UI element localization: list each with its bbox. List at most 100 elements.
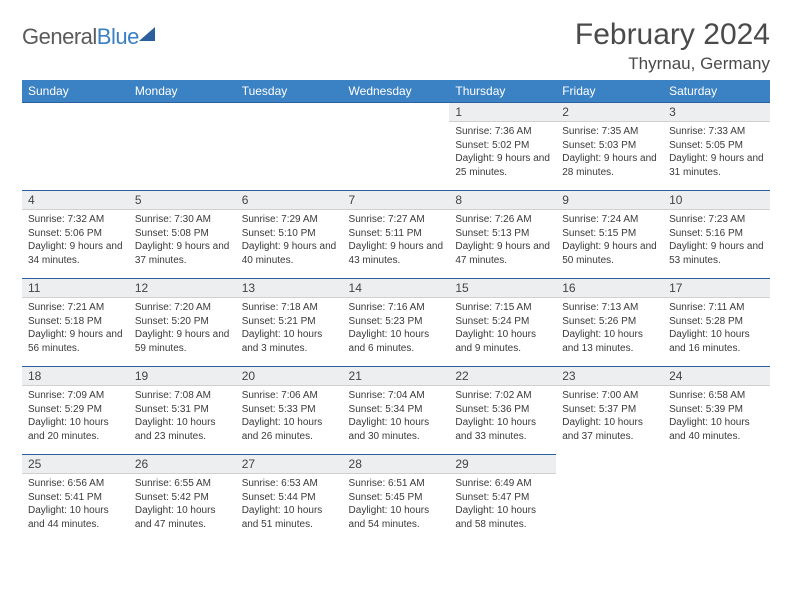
day-number: 2 [556, 102, 663, 122]
day-number: 11 [22, 278, 129, 298]
day-number: 8 [449, 190, 556, 210]
calendar-row: 11Sunrise: 7:21 AMSunset: 5:18 PMDayligh… [22, 278, 770, 366]
dow-header: Thursday [449, 80, 556, 102]
empty-bar [22, 102, 129, 120]
day-details: Sunrise: 7:02 AMSunset: 5:36 PMDaylight:… [449, 386, 556, 449]
day-number: 4 [22, 190, 129, 210]
day-details: Sunrise: 7:32 AMSunset: 5:06 PMDaylight:… [22, 210, 129, 273]
day-number: 25 [22, 454, 129, 474]
dow-header: Monday [129, 80, 236, 102]
day-details: Sunrise: 7:27 AMSunset: 5:11 PMDaylight:… [343, 210, 450, 273]
calendar-row: 4Sunrise: 7:32 AMSunset: 5:06 PMDaylight… [22, 190, 770, 278]
logo-word-1: General [22, 24, 97, 49]
day-cell: 18Sunrise: 7:09 AMSunset: 5:29 PMDayligh… [22, 366, 129, 454]
day-details: Sunrise: 6:56 AMSunset: 5:41 PMDaylight:… [22, 474, 129, 537]
calendar-row: 1Sunrise: 7:36 AMSunset: 5:02 PMDaylight… [22, 102, 770, 190]
day-cell: 20Sunrise: 7:06 AMSunset: 5:33 PMDayligh… [236, 366, 343, 454]
calendar-body: 1Sunrise: 7:36 AMSunset: 5:02 PMDaylight… [22, 102, 770, 542]
empty-cell [22, 102, 129, 190]
day-number: 23 [556, 366, 663, 386]
day-number: 10 [663, 190, 770, 210]
day-number: 24 [663, 366, 770, 386]
day-number: 1 [449, 102, 556, 122]
dow-header: Wednesday [343, 80, 450, 102]
day-cell: 7Sunrise: 7:27 AMSunset: 5:11 PMDaylight… [343, 190, 450, 278]
logo: GeneralBlue [22, 18, 155, 50]
day-cell: 6Sunrise: 7:29 AMSunset: 5:10 PMDaylight… [236, 190, 343, 278]
day-number: 15 [449, 278, 556, 298]
day-details: Sunrise: 7:16 AMSunset: 5:23 PMDaylight:… [343, 298, 450, 361]
day-details: Sunrise: 7:15 AMSunset: 5:24 PMDaylight:… [449, 298, 556, 361]
day-cell: 3Sunrise: 7:33 AMSunset: 5:05 PMDaylight… [663, 102, 770, 190]
empty-cell [556, 454, 663, 542]
day-details: Sunrise: 7:08 AMSunset: 5:31 PMDaylight:… [129, 386, 236, 449]
day-details: Sunrise: 7:13 AMSunset: 5:26 PMDaylight:… [556, 298, 663, 361]
dow-header: Tuesday [236, 80, 343, 102]
day-number: 29 [449, 454, 556, 474]
day-number: 20 [236, 366, 343, 386]
day-details: Sunrise: 7:23 AMSunset: 5:16 PMDaylight:… [663, 210, 770, 273]
empty-cell [236, 102, 343, 190]
day-number: 5 [129, 190, 236, 210]
day-number: 14 [343, 278, 450, 298]
day-cell: 14Sunrise: 7:16 AMSunset: 5:23 PMDayligh… [343, 278, 450, 366]
day-details: Sunrise: 7:35 AMSunset: 5:03 PMDaylight:… [556, 122, 663, 185]
day-details: Sunrise: 6:53 AMSunset: 5:44 PMDaylight:… [236, 474, 343, 537]
calendar-row: 25Sunrise: 6:56 AMSunset: 5:41 PMDayligh… [22, 454, 770, 542]
dow-row: SundayMondayTuesdayWednesdayThursdayFrid… [22, 80, 770, 102]
day-number: 9 [556, 190, 663, 210]
day-details: Sunrise: 7:00 AMSunset: 5:37 PMDaylight:… [556, 386, 663, 449]
day-cell: 22Sunrise: 7:02 AMSunset: 5:36 PMDayligh… [449, 366, 556, 454]
day-number: 21 [343, 366, 450, 386]
day-details: Sunrise: 7:04 AMSunset: 5:34 PMDaylight:… [343, 386, 450, 449]
empty-bar [236, 102, 343, 120]
day-cell: 28Sunrise: 6:51 AMSunset: 5:45 PMDayligh… [343, 454, 450, 542]
empty-cell [343, 102, 450, 190]
day-number: 18 [22, 366, 129, 386]
day-number: 17 [663, 278, 770, 298]
calendar-grid: SundayMondayTuesdayWednesdayThursdayFrid… [22, 80, 770, 542]
day-cell: 2Sunrise: 7:35 AMSunset: 5:03 PMDaylight… [556, 102, 663, 190]
day-cell: 23Sunrise: 7:00 AMSunset: 5:37 PMDayligh… [556, 366, 663, 454]
calendar-page: GeneralBlue February 2024 Thyrnau, Germa… [0, 0, 792, 552]
day-number: 16 [556, 278, 663, 298]
day-cell: 17Sunrise: 7:11 AMSunset: 5:28 PMDayligh… [663, 278, 770, 366]
day-cell: 19Sunrise: 7:08 AMSunset: 5:31 PMDayligh… [129, 366, 236, 454]
day-cell: 16Sunrise: 7:13 AMSunset: 5:26 PMDayligh… [556, 278, 663, 366]
day-cell: 8Sunrise: 7:26 AMSunset: 5:13 PMDaylight… [449, 190, 556, 278]
day-cell: 12Sunrise: 7:20 AMSunset: 5:20 PMDayligh… [129, 278, 236, 366]
day-details: Sunrise: 7:06 AMSunset: 5:33 PMDaylight:… [236, 386, 343, 449]
day-cell: 25Sunrise: 6:56 AMSunset: 5:41 PMDayligh… [22, 454, 129, 542]
day-cell: 10Sunrise: 7:23 AMSunset: 5:16 PMDayligh… [663, 190, 770, 278]
day-number: 6 [236, 190, 343, 210]
day-number: 7 [343, 190, 450, 210]
day-details: Sunrise: 7:29 AMSunset: 5:10 PMDaylight:… [236, 210, 343, 273]
day-cell: 27Sunrise: 6:53 AMSunset: 5:44 PMDayligh… [236, 454, 343, 542]
dow-header: Friday [556, 80, 663, 102]
day-details: Sunrise: 6:51 AMSunset: 5:45 PMDaylight:… [343, 474, 450, 537]
day-cell: 11Sunrise: 7:21 AMSunset: 5:18 PMDayligh… [22, 278, 129, 366]
empty-cell [129, 102, 236, 190]
day-details: Sunrise: 7:36 AMSunset: 5:02 PMDaylight:… [449, 122, 556, 185]
day-details: Sunrise: 7:18 AMSunset: 5:21 PMDaylight:… [236, 298, 343, 361]
day-details: Sunrise: 6:58 AMSunset: 5:39 PMDaylight:… [663, 386, 770, 449]
dow-header: Saturday [663, 80, 770, 102]
day-details: Sunrise: 6:55 AMSunset: 5:42 PMDaylight:… [129, 474, 236, 537]
day-cell: 24Sunrise: 6:58 AMSunset: 5:39 PMDayligh… [663, 366, 770, 454]
logo-text: GeneralBlue [22, 24, 139, 50]
day-details: Sunrise: 6:49 AMSunset: 5:47 PMDaylight:… [449, 474, 556, 537]
day-cell: 29Sunrise: 6:49 AMSunset: 5:47 PMDayligh… [449, 454, 556, 542]
page-title: February 2024 [575, 18, 770, 52]
title-block: February 2024 Thyrnau, Germany [575, 18, 770, 74]
day-details: Sunrise: 7:20 AMSunset: 5:20 PMDaylight:… [129, 298, 236, 361]
day-details: Sunrise: 7:26 AMSunset: 5:13 PMDaylight:… [449, 210, 556, 273]
header: GeneralBlue February 2024 Thyrnau, Germa… [22, 18, 770, 74]
dow-header: Sunday [22, 80, 129, 102]
logo-word-2: Blue [97, 24, 139, 49]
day-number: 26 [129, 454, 236, 474]
day-number: 28 [343, 454, 450, 474]
day-cell: 4Sunrise: 7:32 AMSunset: 5:06 PMDaylight… [22, 190, 129, 278]
day-cell: 5Sunrise: 7:30 AMSunset: 5:08 PMDaylight… [129, 190, 236, 278]
empty-bar [129, 102, 236, 120]
empty-bar [556, 454, 663, 472]
